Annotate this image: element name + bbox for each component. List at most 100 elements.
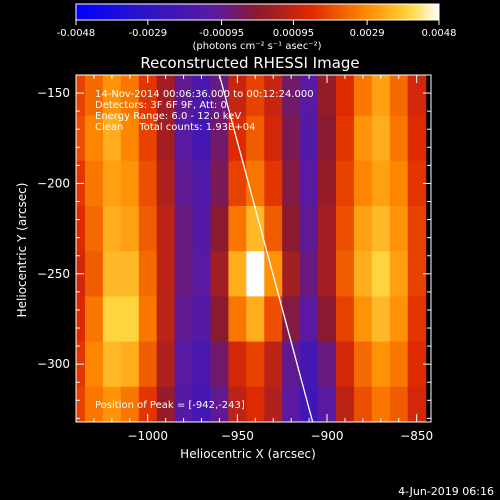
heatmap-cell xyxy=(102,251,122,297)
heatmap-cell xyxy=(85,75,104,117)
heatmap-cell xyxy=(156,296,176,343)
heatmap-cell xyxy=(138,206,158,252)
heatmap-cell xyxy=(336,115,355,162)
colorbar-tick-label: 0.00095 xyxy=(273,28,314,39)
heatmap-cell xyxy=(336,386,355,422)
heatmap-cell xyxy=(300,206,319,252)
heatmap-cell xyxy=(76,386,86,422)
heatmap-cell xyxy=(102,386,122,422)
heatmap-cell xyxy=(85,206,104,252)
heatmap-cell xyxy=(246,206,265,252)
heatmap-cell xyxy=(138,341,158,388)
heatmap-cell xyxy=(174,115,194,162)
heatmap-cell xyxy=(264,386,283,422)
heatmap-cell xyxy=(120,160,140,207)
heatmap-cell xyxy=(407,75,427,117)
heatmap-cell xyxy=(353,341,373,388)
heatmap-cell xyxy=(246,251,265,297)
heatmap-cell xyxy=(120,296,140,343)
heatmap-cell xyxy=(210,115,229,162)
y-tick-label: −200 xyxy=(37,176,70,190)
heatmap-cell xyxy=(192,206,211,252)
heatmap-cell xyxy=(371,341,391,388)
heatmap-cell xyxy=(371,75,391,117)
colorbar-tick-label: -0.0048 xyxy=(57,28,96,39)
colorbar-tick-label: -0.0029 xyxy=(129,28,168,39)
colorbar-units-label: (photons cm⁻² s⁻¹ asec⁻²) xyxy=(192,41,321,52)
heatmap-cell xyxy=(407,386,427,422)
heatmap-cell xyxy=(371,251,391,297)
heatmap-cell xyxy=(371,296,391,343)
heatmap-cell xyxy=(210,160,229,207)
heatmap-cell xyxy=(282,115,301,162)
heatmap-cell xyxy=(156,160,176,207)
heatmap-cell xyxy=(246,296,265,343)
colorbar-tick-label: 0.0029 xyxy=(350,28,385,39)
heatmap-cell xyxy=(192,160,211,207)
heatmap-cell xyxy=(174,386,194,422)
heatmap-cell xyxy=(353,115,373,162)
solar-limb-line xyxy=(218,75,314,422)
heatmap-cell xyxy=(407,160,427,207)
heatmap-cell xyxy=(192,75,211,117)
heatmap-cell xyxy=(246,386,265,422)
heatmap-cell xyxy=(85,160,104,207)
heatmap-cell xyxy=(264,160,283,207)
heatmap-cell xyxy=(407,206,427,252)
heatmap-cell xyxy=(76,75,86,117)
chart-title: Reconstructed RHESSI Image xyxy=(140,54,359,72)
heatmap-cell xyxy=(336,206,355,252)
heatmap-cell xyxy=(282,160,301,207)
heatmap-cell xyxy=(336,160,355,207)
heatmap-cell xyxy=(246,160,265,207)
heatmap-cell xyxy=(102,296,122,343)
heatmap-cell xyxy=(389,206,409,252)
colorbar-ticks: -0.0048 -0.0029 -0.00095 0.00095 0.0029 0.004… xyxy=(57,20,457,39)
heatmap-cell xyxy=(389,296,409,343)
annotation-time-range: 14-Nov-2014 00:06:36.000 to 00:12:24.000 xyxy=(95,89,314,100)
heatmap-cell xyxy=(336,296,355,343)
heatmap-cell xyxy=(192,251,211,297)
heatmap-cell xyxy=(120,206,140,252)
heatmap-cell xyxy=(192,115,211,162)
heatmap-cell xyxy=(138,251,158,297)
heatmap-cell xyxy=(246,75,265,117)
heatmap-cell xyxy=(246,115,265,162)
heatmap-cell xyxy=(102,206,122,252)
annotation-energy-range: Energy Range: 6.0 - 12.0 keV xyxy=(95,111,241,122)
plot-frame xyxy=(75,74,432,423)
heatmap-cell xyxy=(318,75,337,117)
x-tick-label: −900 xyxy=(311,429,344,443)
heatmap-cell xyxy=(264,341,283,388)
heatmap-cell xyxy=(174,160,194,207)
heatmap-cell xyxy=(156,341,176,388)
heatmap xyxy=(76,75,427,422)
heatmap-cell xyxy=(192,341,211,388)
heatmap-cell xyxy=(300,296,319,343)
heatmap-cell xyxy=(156,251,176,297)
heatmap-cell xyxy=(353,75,373,117)
heatmap-cell xyxy=(318,386,337,422)
heatmap-cell xyxy=(210,296,229,343)
heatmap-cell xyxy=(282,251,301,297)
x-tick-label: −950 xyxy=(221,429,254,443)
x-tick-label: −850 xyxy=(400,429,433,443)
heatmap-cell xyxy=(174,296,194,343)
annotation-peak-position: Position of Peak = [-942,-243] xyxy=(95,400,245,411)
heatmap-cell xyxy=(138,75,158,117)
colorbar-tick-label: 0.0048 xyxy=(422,28,457,39)
heatmap-cell xyxy=(389,386,409,422)
heatmap-cell xyxy=(120,115,140,162)
heatmap-cell xyxy=(336,251,355,297)
heatmap-cell xyxy=(282,341,301,388)
heatmap-cell xyxy=(282,75,301,117)
heatmap-cell xyxy=(120,341,140,388)
annotation-detectors: Detectors: 3F 6F 9F, Att: 0 xyxy=(95,100,227,111)
heatmap-cell xyxy=(138,160,158,207)
heatmap-cell xyxy=(228,386,247,422)
heatmap-cell xyxy=(300,75,319,117)
heatmap-cell xyxy=(76,296,86,343)
heatmap-cell xyxy=(138,296,158,343)
heatmap-cell xyxy=(407,341,427,388)
